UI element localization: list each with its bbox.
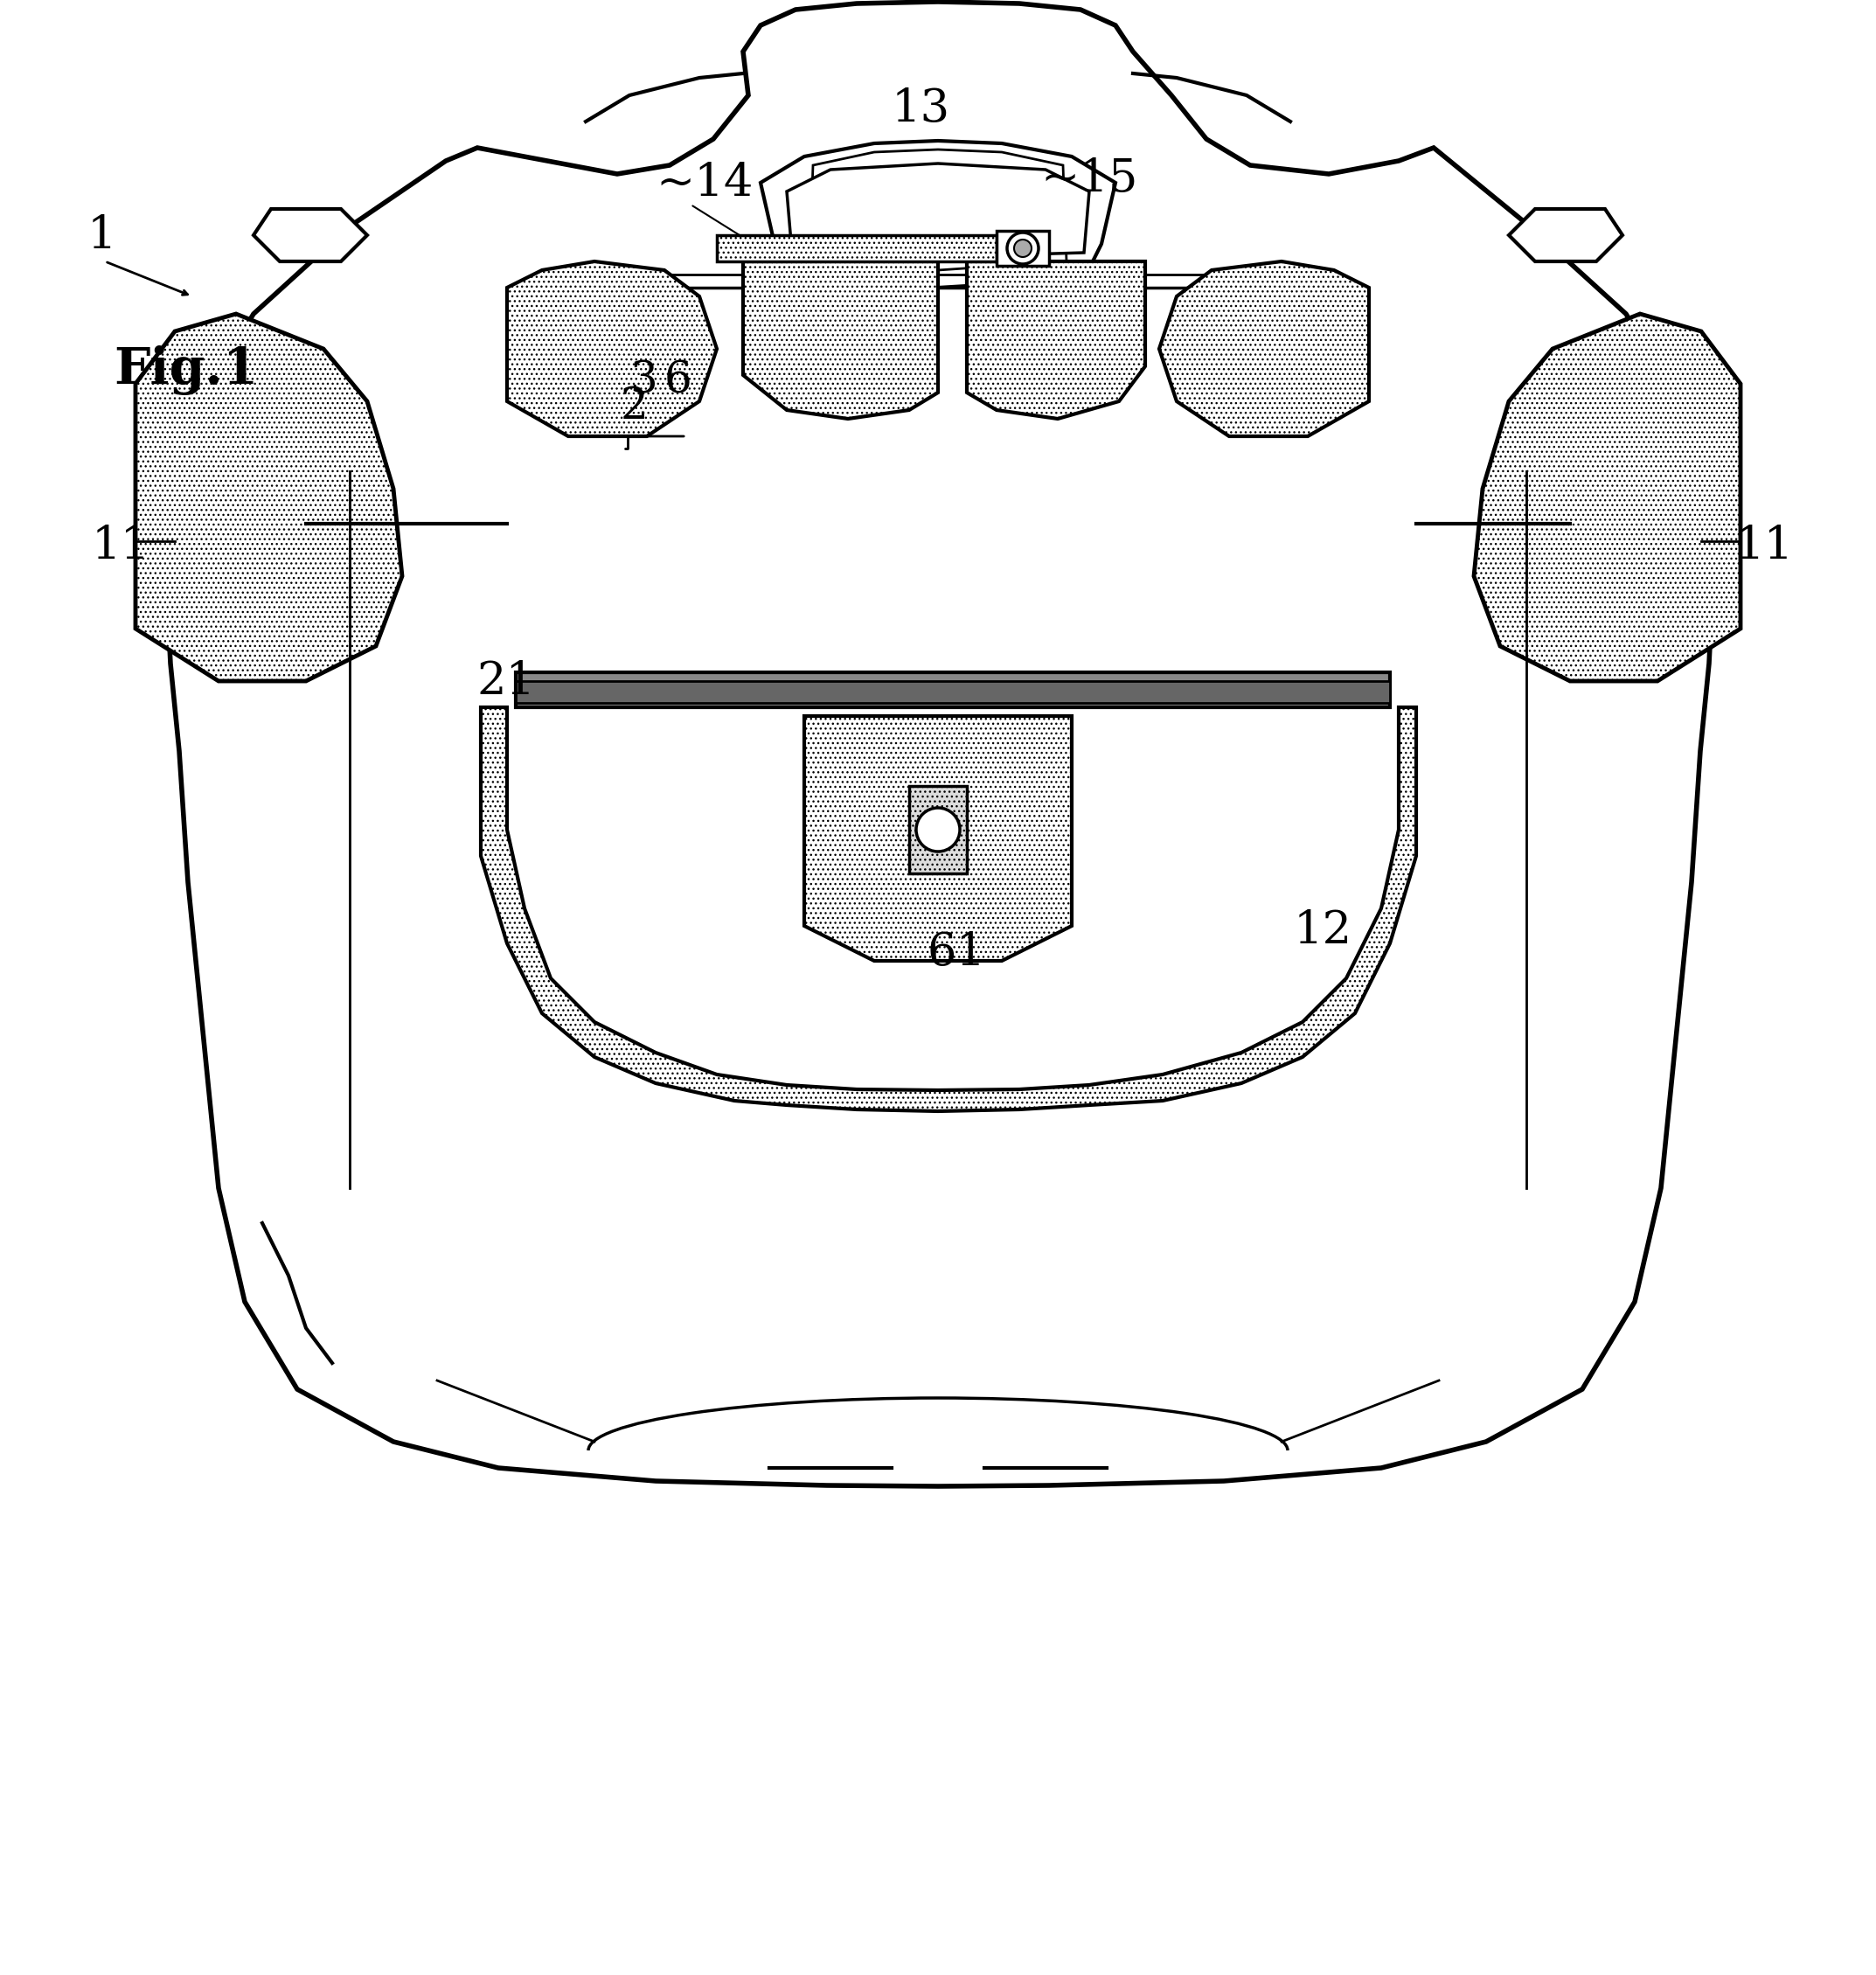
Polygon shape (760, 140, 1116, 288)
Polygon shape (805, 717, 1071, 960)
Text: 6: 6 (664, 359, 692, 403)
Text: 2: 2 (621, 385, 649, 429)
Text: 1: 1 (88, 213, 116, 259)
Polygon shape (135, 314, 401, 681)
Polygon shape (1508, 401, 1702, 610)
Text: ~14: ~14 (655, 160, 752, 205)
Polygon shape (996, 231, 1049, 267)
Polygon shape (253, 209, 368, 261)
Circle shape (915, 808, 961, 851)
Polygon shape (810, 150, 1066, 271)
Polygon shape (516, 672, 1390, 707)
Text: 11: 11 (92, 523, 150, 569)
Text: 21: 21 (477, 660, 535, 703)
Text: 11: 11 (1735, 523, 1793, 569)
Text: 61: 61 (927, 930, 985, 976)
Polygon shape (516, 681, 1390, 703)
Polygon shape (786, 164, 1090, 257)
Polygon shape (717, 235, 996, 261)
Text: ~15: ~15 (1041, 156, 1137, 201)
Circle shape (1015, 239, 1032, 257)
Polygon shape (1159, 261, 1369, 436)
PathPatch shape (167, 2, 1713, 1487)
Text: 13: 13 (891, 87, 951, 130)
Polygon shape (910, 786, 966, 873)
Text: 3: 3 (630, 359, 657, 403)
Circle shape (1007, 233, 1039, 265)
Polygon shape (174, 401, 368, 610)
Polygon shape (1508, 209, 1623, 261)
Text: Fig.1: Fig.1 (114, 346, 259, 395)
Polygon shape (1475, 314, 1741, 681)
Polygon shape (966, 261, 1144, 419)
Polygon shape (507, 261, 717, 436)
Polygon shape (480, 707, 1416, 1112)
Text: 12: 12 (1294, 908, 1353, 954)
Polygon shape (743, 261, 938, 419)
